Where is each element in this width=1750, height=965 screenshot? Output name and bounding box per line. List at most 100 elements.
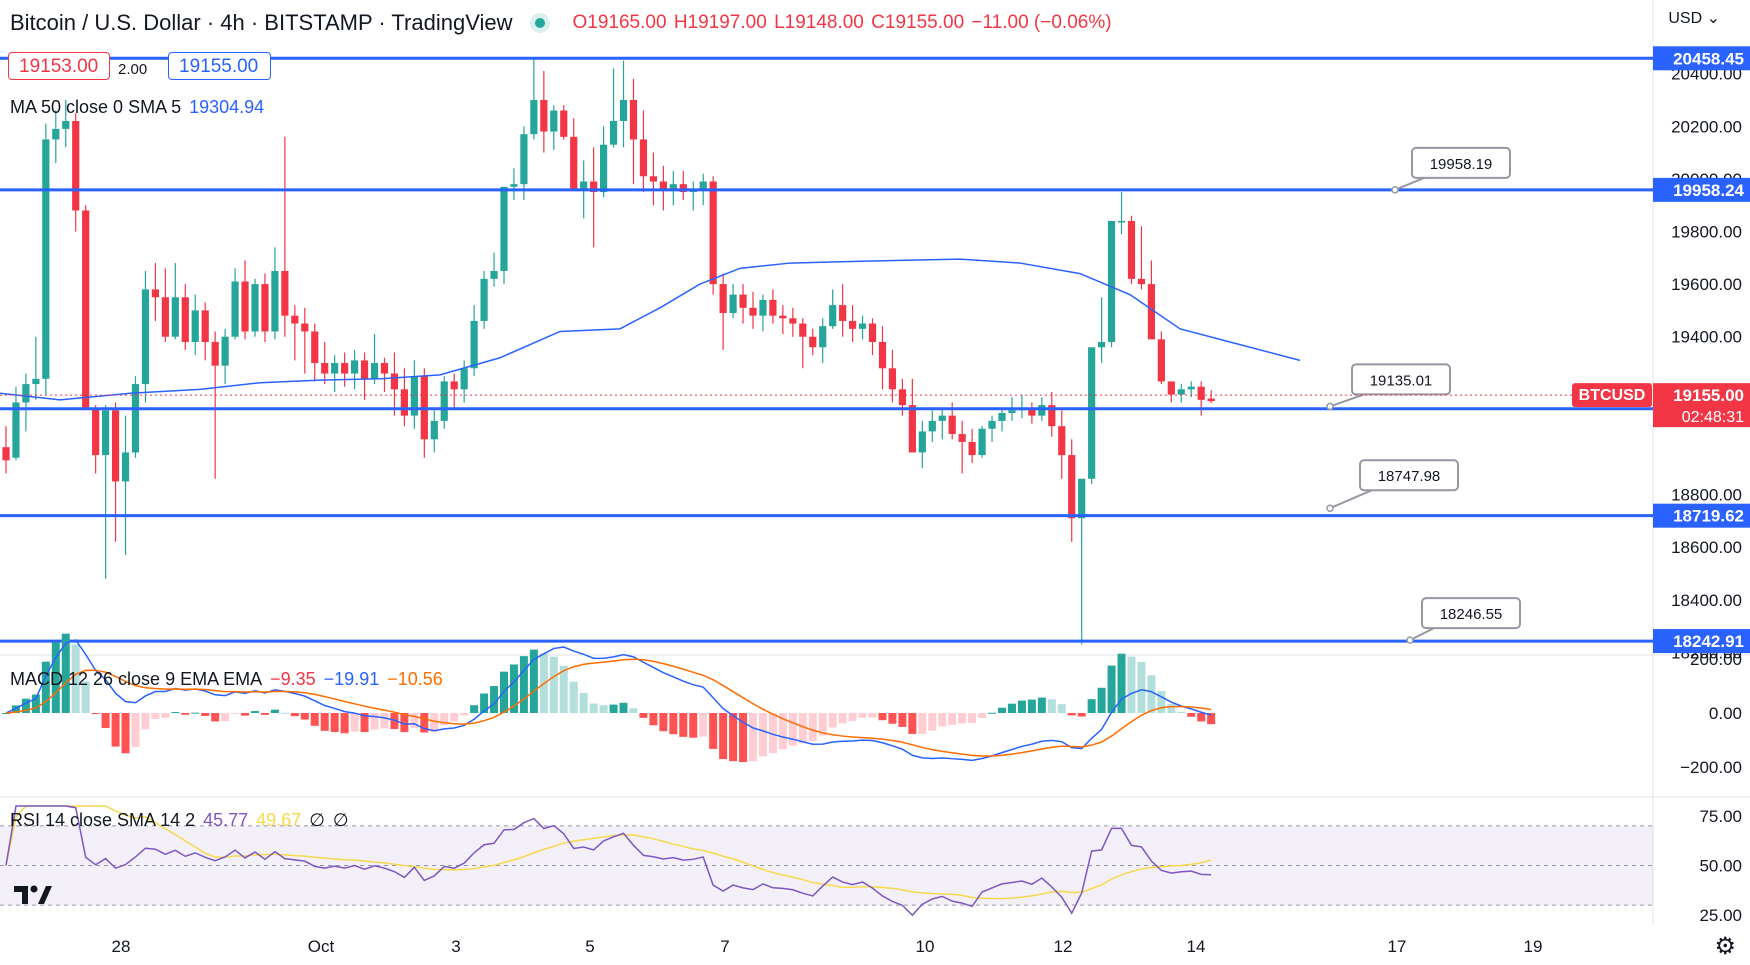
candle-body: [92, 407, 100, 456]
candle-body: [998, 413, 1006, 421]
macd-hist-bar: [91, 713, 100, 714]
currency-selector[interactable]: USD ⌄: [1668, 8, 1720, 28]
macd-hist-bar: [978, 713, 987, 719]
candle-body: [609, 121, 618, 145]
callout-label: 18747.98: [1378, 468, 1441, 485]
candle-body: [221, 336, 229, 366]
candle-body: [400, 389, 408, 416]
candle-body: [62, 121, 70, 129]
candle-body: [789, 318, 797, 324]
candle-body: [988, 420, 996, 429]
macd-hist-bar: [868, 713, 877, 718]
candle-body: [1107, 220, 1116, 342]
callout-leader: [1329, 393, 1365, 408]
macd-hist-bar: [241, 713, 250, 716]
candle-body: [1127, 220, 1136, 279]
macd-legend[interactable]: MACD 12 26 close 9 EMA EMA −9.35 −19.91 −10…: [10, 669, 443, 690]
macd-hist-bar: [480, 693, 489, 713]
buy-price-button[interactable]: 19155.00: [168, 52, 271, 80]
ma-legend[interactable]: MA 50 close 0 SMA 5 19304.94: [10, 97, 264, 118]
candle-body: [590, 181, 598, 193]
macd-hist-bar: [749, 713, 757, 762]
macd-hist-value: −9.35: [270, 669, 316, 689]
x-tick-label: 28: [112, 937, 131, 956]
candle-body: [739, 294, 747, 308]
candle-body: [1207, 398, 1215, 402]
macd-hist-bar: [619, 702, 628, 713]
macd-hist-bar: [1057, 704, 1066, 713]
candle-body: [440, 381, 448, 421]
macd-hist-bar: [191, 712, 200, 714]
macd-hist-bar: [858, 713, 867, 718]
macd-hist-bar: [1037, 697, 1046, 713]
macd-hist-bar: [61, 633, 70, 713]
candle-body: [779, 315, 787, 319]
symbol-tag: [1572, 383, 1652, 408]
rsi-legend[interactable]: RSI 14 close SMA 14 2 45.77 49.67 ∅ ∅: [10, 810, 349, 831]
macd-hist-bar: [988, 712, 997, 714]
callout-anchor: [1326, 504, 1334, 512]
candle-body: [390, 373, 399, 390]
sell-price-button[interactable]: 19153.00: [8, 52, 110, 80]
candle-body: [141, 289, 150, 385]
ma-line: [0, 258, 1301, 401]
candle-body: [819, 326, 827, 348]
candle-body: [709, 181, 717, 285]
macd-hist-bar: [808, 713, 817, 742]
candle-body: [1187, 386, 1195, 390]
macd-hist-bar: [629, 708, 638, 713]
level-price-tag: [1653, 46, 1750, 71]
candle-body: [938, 415, 946, 421]
macd-hist-bar: [410, 713, 419, 728]
macd-hist-bar: [958, 713, 967, 724]
bar-countdown-label: 02:48:31: [1682, 409, 1744, 426]
x-tick-label: 5: [585, 937, 594, 956]
macd-signal-line: [5, 658, 1212, 757]
market-status-icon: [534, 18, 545, 28]
candle-body: [898, 389, 906, 406]
macd-hist-bar: [390, 713, 399, 730]
macd-hist-bar: [280, 712, 289, 714]
y-tick-label: 18600.00: [1671, 538, 1742, 557]
candle-body: [1167, 381, 1175, 395]
macd-hist-bar: [490, 686, 499, 713]
candle-body: [849, 320, 857, 329]
macd-hist-bar: [430, 713, 439, 732]
tradingview-logo-icon[interactable]: [12, 880, 52, 908]
candle-body: [719, 284, 727, 314]
y-tick-label: 18800.00: [1671, 486, 1742, 505]
callout-anchor: [1326, 402, 1334, 411]
macd-hist-bar: [659, 713, 668, 732]
x-tick-label: 7: [720, 937, 729, 956]
macd-hist-bar: [1167, 703, 1176, 713]
callout-label: 19135.01: [1370, 372, 1433, 389]
macd-hist-bar: [81, 681, 90, 713]
macd-hist-bar: [400, 713, 409, 733]
macd-hist-bar: [1107, 665, 1116, 713]
candle-body: [191, 310, 199, 342]
level-price-label: 19958.24: [1673, 181, 1744, 200]
candle-body: [321, 363, 329, 374]
macd-hist-bar: [131, 713, 140, 748]
macd-hist-bar: [908, 713, 917, 734]
rsi-tick-label: 50.00: [1699, 857, 1742, 876]
macd-hist-bar: [71, 644, 80, 713]
macd-hist-bar: [360, 713, 369, 733]
candle-body: [211, 341, 219, 366]
macd-hist-bar: [440, 713, 449, 726]
macd-hist-bar: [151, 713, 160, 720]
macd-hist-bar: [768, 713, 777, 754]
macd-hist-bar: [290, 713, 299, 717]
macd-hist-bar: [848, 713, 857, 721]
candle-body: [629, 99, 638, 140]
x-tick-label: 14: [1187, 937, 1206, 956]
gear-icon[interactable]: ⚙: [1714, 933, 1736, 960]
macd-line-value: −19.91: [323, 669, 380, 689]
ma-value: 19304.94: [189, 97, 265, 117]
candle-body: [1157, 339, 1165, 382]
ma-label: MA 50 close 0 SMA 5: [10, 97, 182, 117]
callout-leader: [1329, 489, 1373, 510]
candle-body: [530, 99, 538, 135]
x-tick-label: 17: [1388, 937, 1407, 956]
